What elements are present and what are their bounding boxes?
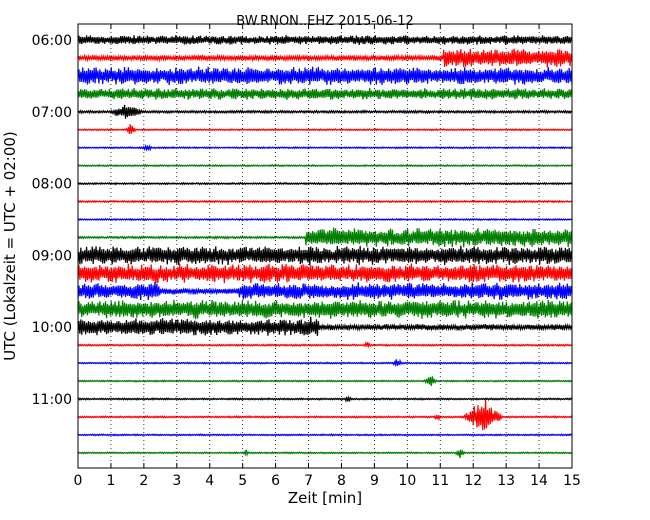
trace-0930-blue (77, 282, 573, 301)
trace-0945-green (77, 299, 573, 320)
trace-1115-red (77, 399, 573, 431)
trace-0745-green (77, 163, 573, 168)
y-axis: 06:00 07:00 08:00 09:00 10:00 11:00 (32, 33, 572, 408)
trace-0845-green (77, 227, 573, 248)
y-tick-label: 11:00 (32, 392, 72, 408)
x-tick-label: 5 (238, 473, 247, 489)
y-tick-label: 06:00 (32, 33, 72, 49)
trace-0830-blue (77, 217, 573, 222)
trace-0900-black (77, 245, 573, 266)
y-tick-label: 07:00 (32, 105, 72, 121)
x-tick-label: 10 (398, 473, 416, 489)
trace-1045-green (77, 376, 573, 386)
trace-1030-blue (77, 358, 573, 368)
trace-1000-black (77, 316, 573, 336)
y-axis-label: UTC (Lokalzeit = UTC + 02:00) (1, 131, 19, 361)
trace-0600-black (77, 35, 573, 46)
trace-1130-blue (77, 433, 573, 437)
trace-0615-red (77, 48, 573, 68)
y-tick-label: 10:00 (32, 320, 72, 336)
trace-0730-blue (77, 143, 573, 152)
trace-0645-green (77, 87, 573, 100)
trace-1015-red (77, 340, 573, 349)
y-tick-label: 09:00 (32, 248, 72, 264)
x-tick-label: 8 (337, 473, 346, 489)
seismic-traces (77, 35, 573, 459)
x-tick-label: 3 (172, 473, 181, 489)
y-tick-label: 08:00 (32, 177, 72, 193)
x-tick-label: 1 (106, 473, 115, 489)
x-tick-label: 11 (431, 473, 449, 489)
trace-0630-blue (77, 66, 573, 86)
trace-0915-red (77, 263, 573, 284)
trace-0800-black (77, 181, 573, 186)
x-tick-label: 6 (271, 473, 280, 489)
trace-1145-green (77, 449, 573, 459)
x-tick-label: 13 (497, 473, 515, 489)
x-tick-label: 15 (563, 473, 581, 489)
x-axis: 0 1 2 3 4 5 6 7 8 9 10 11 12 13 14 15 (74, 24, 581, 489)
x-tick-label: 7 (304, 473, 313, 489)
x-tick-label: 9 (370, 473, 379, 489)
x-tick-label: 12 (464, 473, 482, 489)
trace-0700-black (77, 104, 573, 119)
x-tick-label: 0 (74, 473, 83, 489)
trace-1100-black (77, 395, 573, 403)
plot-frame (77, 23, 573, 469)
x-tick-label: 4 (205, 473, 214, 489)
chart-title: BW.RNON..EHZ 2015-06-12 (236, 14, 414, 29)
x-axis-label: Zeit [min] (288, 489, 362, 507)
x-tick-label: 14 (530, 473, 548, 489)
trace-0715-red (77, 124, 573, 134)
x-tick-label: 2 (139, 473, 148, 489)
trace-0815-red (77, 199, 573, 204)
